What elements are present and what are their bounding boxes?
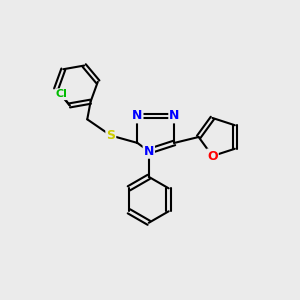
Text: N: N — [169, 110, 180, 122]
Text: O: O — [207, 149, 218, 163]
Text: N: N — [144, 145, 154, 158]
Text: S: S — [106, 129, 115, 142]
Text: N: N — [132, 110, 142, 122]
Text: Cl: Cl — [56, 89, 68, 99]
